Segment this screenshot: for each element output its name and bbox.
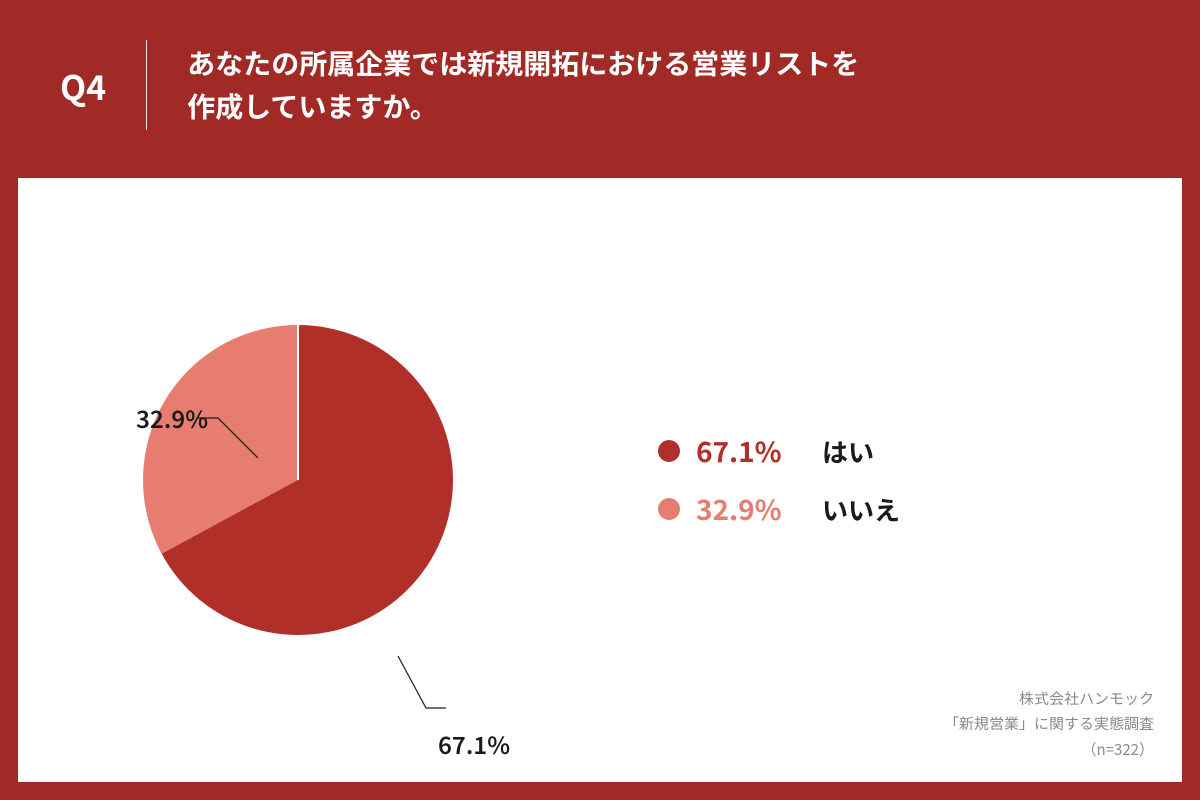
question-header: Q4 あなたの所属企業では新規開拓における営業リストを作成していますか。 bbox=[0, 0, 1200, 178]
legend-item: 32.9% いいえ bbox=[658, 489, 900, 529]
page: Q4 あなたの所属企業では新規開拓における営業リストを作成していますか。 32.… bbox=[0, 0, 1200, 800]
legend-swatch bbox=[658, 498, 680, 520]
legend-label: はい bbox=[822, 433, 874, 470]
slice-border bbox=[298, 250, 435, 326]
legend-swatch bbox=[658, 440, 680, 462]
footer-line: 「新規営業」に関する実態調査 bbox=[944, 711, 1154, 737]
question-number: Q4 bbox=[60, 61, 146, 110]
source-footer: 株式会社ハンモック 「新規営業」に関する実態調査 （n=322） bbox=[944, 686, 1154, 763]
footer-line: （n=322） bbox=[944, 737, 1154, 763]
header-divider bbox=[146, 40, 147, 130]
legend: 67.1% はい 32.9% いいえ bbox=[658, 431, 900, 529]
slice-border bbox=[297, 325, 299, 480]
chart-panel: 32.9% 67.1% 67.1% はい 32.9% いいえ 株式会社ハンモック… bbox=[18, 178, 1182, 782]
legend-label: いいえ bbox=[822, 491, 900, 528]
question-text: あなたの所属企業では新規開拓における営業リストを作成していますか。 bbox=[187, 42, 859, 129]
footer-line: 株式会社ハンモック bbox=[944, 686, 1154, 712]
legend-percent: 32.9% bbox=[696, 489, 806, 529]
callout-label: 32.9% bbox=[136, 400, 208, 435]
chart-area: 32.9% 67.1% bbox=[18, 178, 578, 782]
callout-label: 67.1% bbox=[438, 726, 510, 761]
pie-wrap bbox=[143, 325, 453, 635]
legend-item: 67.1% はい bbox=[658, 431, 900, 471]
body: 32.9% 67.1% 67.1% はい 32.9% いいえ 株式会社ハンモック… bbox=[0, 178, 1200, 800]
legend-percent: 67.1% bbox=[696, 431, 806, 471]
